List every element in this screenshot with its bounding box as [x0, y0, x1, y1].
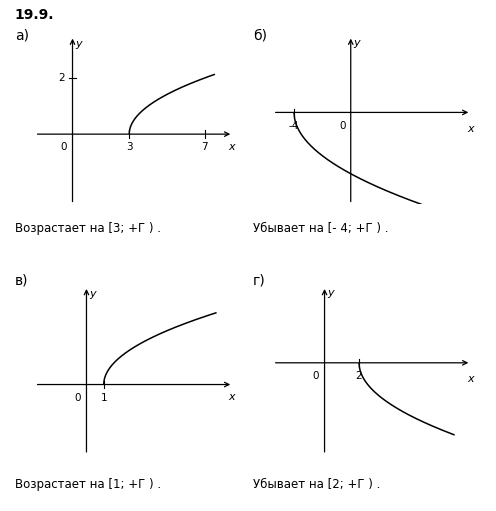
- Text: Возрастает на [1; +Г ) .: Возрастает на [1; +Г ) .: [15, 478, 161, 491]
- Text: 19.9.: 19.9.: [15, 8, 55, 21]
- Text: Возрастает на [3; +Г ) .: Возрастает на [3; +Г ) .: [15, 222, 161, 235]
- Text: г): г): [253, 273, 266, 287]
- Text: x: x: [468, 124, 474, 134]
- Text: 0: 0: [339, 121, 345, 131]
- Text: y: y: [354, 38, 360, 48]
- Text: x: x: [228, 142, 235, 152]
- Text: y: y: [89, 289, 96, 299]
- Text: -4: -4: [289, 121, 299, 131]
- Text: в): в): [15, 273, 28, 287]
- Text: 3: 3: [126, 142, 132, 152]
- Text: Убывает на [- 4; +Г ) .: Убывает на [- 4; +Г ) .: [253, 222, 388, 235]
- Text: 1: 1: [100, 392, 107, 403]
- Text: y: y: [327, 288, 334, 298]
- Text: б): б): [253, 28, 267, 42]
- Text: y: y: [75, 39, 82, 49]
- Text: x: x: [229, 392, 235, 402]
- Text: а): а): [15, 28, 29, 42]
- Text: 0: 0: [74, 392, 81, 403]
- Text: 0: 0: [61, 142, 67, 152]
- Text: Убывает на [2; +Г ) .: Убывает на [2; +Г ) .: [253, 478, 380, 491]
- Text: 7: 7: [201, 142, 208, 152]
- Text: 2: 2: [58, 73, 64, 83]
- Text: 2: 2: [356, 371, 363, 381]
- Text: x: x: [467, 375, 473, 384]
- Text: 0: 0: [312, 371, 319, 381]
